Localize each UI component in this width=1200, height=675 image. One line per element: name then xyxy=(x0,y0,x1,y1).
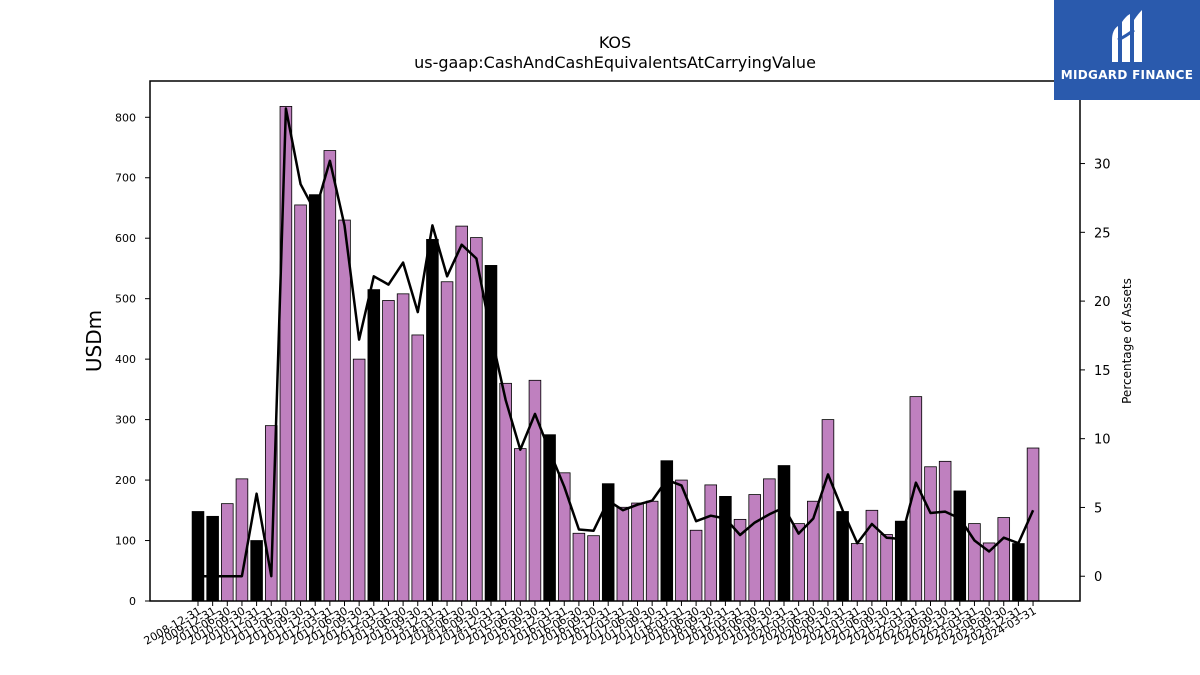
bar-2008-12-31 xyxy=(191,511,205,602)
y-tick-label: 700 xyxy=(115,172,136,185)
bar-2012-06-30 xyxy=(338,219,351,602)
bar-2017-09-30 xyxy=(645,500,659,602)
y2-tick-label: 20 xyxy=(1094,295,1111,310)
y-tick-label: 600 xyxy=(115,232,136,245)
bar-2012-09-30 xyxy=(352,358,366,602)
bar-2017-06-30 xyxy=(631,502,644,602)
y2-tick-label: 0 xyxy=(1094,570,1102,585)
bar-2023-12-31 xyxy=(1012,543,1025,602)
bar-2020-12-31 xyxy=(836,511,849,602)
logo-text: MIDGARD FINANCE xyxy=(1060,68,1194,82)
bar-2014-09-30 xyxy=(470,237,483,602)
brand-logo: MIDGARD FINANCE xyxy=(1054,0,1200,100)
y-tick-label: 300 xyxy=(115,414,136,427)
bar-2019-12-31 xyxy=(777,465,791,602)
bar-2014-06-30 xyxy=(455,225,468,602)
bars-group xyxy=(191,105,1040,602)
bar-2011-12-31 xyxy=(308,194,322,602)
y2-tick-label: 5 xyxy=(1094,501,1102,516)
bar-2022-09-30 xyxy=(938,460,952,602)
bar-2014-03-31 xyxy=(440,281,454,602)
bar-2016-03-31 xyxy=(557,472,571,602)
y2-tick-label: 15 xyxy=(1094,364,1111,379)
bar-2010-12-31 xyxy=(250,540,263,602)
bar-2016-09-30 xyxy=(587,535,600,602)
y2-tick-label: 30 xyxy=(1094,158,1111,173)
y2-axis-ticks: 0 5 10 15 20 25 30 xyxy=(1080,158,1111,585)
bar-2013-12-31 xyxy=(426,239,439,602)
bar-2020-03-31 xyxy=(792,523,805,602)
y-tick-label: 200 xyxy=(115,474,136,487)
bar-2021-12-31 xyxy=(894,520,908,602)
y-axis-ticks: 0 100 200 300 400 500 600 700 800 xyxy=(115,111,150,608)
bar-2013-09-30 xyxy=(411,334,425,602)
logo-mark-icon xyxy=(1112,10,1142,62)
bar-2018-06-30 xyxy=(689,529,703,602)
bar-2010-09-30 xyxy=(235,478,249,602)
bar-2015-06-30 xyxy=(514,448,527,602)
bar-2009-12-31 xyxy=(206,515,219,602)
bar-2012-12-31 xyxy=(367,289,381,602)
bar-2020-09-30 xyxy=(821,419,835,602)
y2-tick-label: 10 xyxy=(1094,433,1111,448)
chart-title: KOS xyxy=(599,33,631,52)
y-axis-label: USDm xyxy=(82,310,106,372)
plot-frame xyxy=(149,80,1081,602)
bar-2018-12-31 xyxy=(719,495,732,602)
bar-2013-06-30 xyxy=(396,293,410,602)
y-tick-label: 100 xyxy=(115,535,136,548)
chart-subtitle: us-gaap:CashAndCashEquivalentsAtCarrying… xyxy=(414,53,816,72)
bar-2011-06-30 xyxy=(279,105,293,602)
bar-2013-03-31 xyxy=(382,300,395,602)
bar-2012-03-31 xyxy=(323,150,337,602)
bar-2021-09-30 xyxy=(880,534,893,602)
y-tick-label: 0 xyxy=(129,595,136,608)
x-axis-ticks: 2008-12-312009-12-312010-06-302010-09-30… xyxy=(142,601,1039,648)
bar-2016-06-30 xyxy=(572,532,586,602)
y2-axis-label: Percentage of Assets xyxy=(1120,278,1134,404)
bar-2023-09-30 xyxy=(997,517,1011,602)
bar-2022-12-31 xyxy=(953,490,967,602)
bar-2019-09-30 xyxy=(763,478,776,602)
bar-2024-03-31 xyxy=(1026,447,1040,602)
y-tick-label: 500 xyxy=(115,293,136,306)
bar-2022-06-30 xyxy=(924,466,937,602)
bar-2018-09-30 xyxy=(704,484,718,602)
y-tick-label: 800 xyxy=(115,111,136,124)
percentage-line xyxy=(198,107,1035,578)
bar-2017-03-31 xyxy=(616,506,630,602)
bar-2019-06-30 xyxy=(748,494,761,602)
y-tick-label: 400 xyxy=(115,353,136,366)
bar-2011-09-30 xyxy=(294,204,307,602)
bar-2010-06-30 xyxy=(221,503,234,602)
y2-tick-label: 25 xyxy=(1094,226,1111,241)
line-group xyxy=(198,107,1035,578)
bar-2021-03-31 xyxy=(850,543,864,602)
